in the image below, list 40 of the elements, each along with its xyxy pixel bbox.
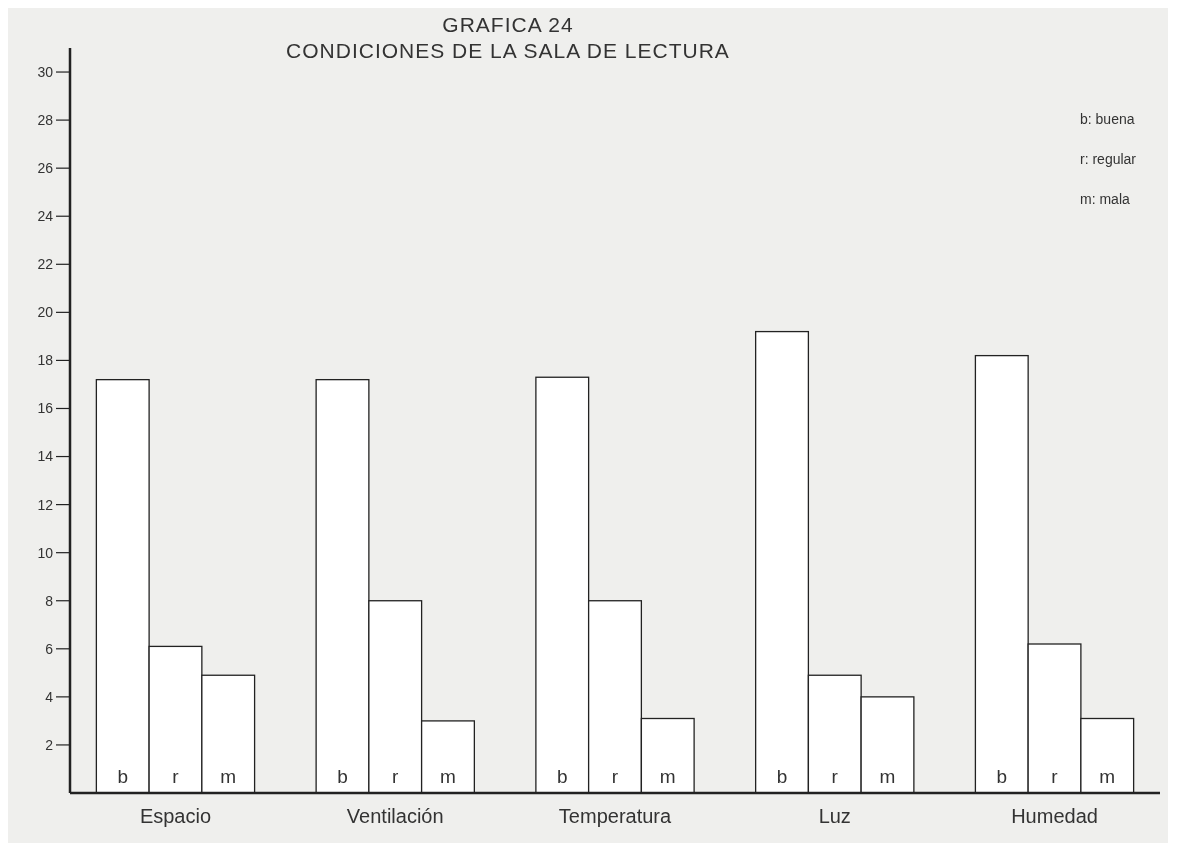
text: m [1099, 766, 1116, 787]
x-tick-label: Temperatura [558, 805, 673, 827]
y-tick-label: 16 [37, 400, 54, 417]
y-tick-label: 22 [37, 256, 54, 273]
text: b [776, 766, 788, 787]
text: m [659, 766, 676, 787]
y-tick-label: 18 [37, 352, 54, 369]
y-tick-label: 24 [37, 208, 54, 225]
text: r [392, 766, 399, 787]
y-tick-label: 10 [37, 544, 54, 561]
annotation: b: buena [1080, 111, 1135, 127]
chart-subtitle: CONDICIONES DE LA SALA DE LECTURA [286, 39, 730, 62]
y-tick-label: 28 [37, 112, 54, 128]
y-tick-label: 26 [37, 160, 54, 177]
y-tick-label: 8 [45, 592, 54, 609]
text: b [996, 766, 1008, 787]
text: r [1051, 766, 1058, 787]
series-label: m [220, 766, 237, 787]
text: m [440, 766, 456, 787]
y-tick-label: 4 [45, 688, 54, 705]
text: m [879, 766, 896, 787]
x-tick-label: Ventilación [346, 805, 444, 827]
chart-title: GRAFICA 24 [442, 13, 574, 36]
y-tick-label: 12 [37, 496, 54, 513]
text: b [337, 766, 348, 787]
y-tick-label: 2 [45, 736, 54, 753]
annotation: r: regular [1080, 151, 1137, 167]
x-tick-label: Humedad [1011, 805, 1098, 827]
y-tick-label: 20 [37, 304, 54, 321]
text: b [556, 766, 568, 787]
x-tick-label: Luz [818, 805, 851, 827]
y-tick-label: 30 [37, 63, 54, 80]
text: r [831, 766, 838, 787]
annotation: m: mala [1080, 191, 1130, 207]
y-tick-label: 14 [37, 448, 54, 465]
series-label: r [172, 766, 180, 787]
y-tick-label: 6 [45, 640, 54, 657]
text: r [611, 766, 619, 787]
series-label: b [117, 766, 129, 787]
x-tick-label: Espacio [139, 805, 212, 827]
